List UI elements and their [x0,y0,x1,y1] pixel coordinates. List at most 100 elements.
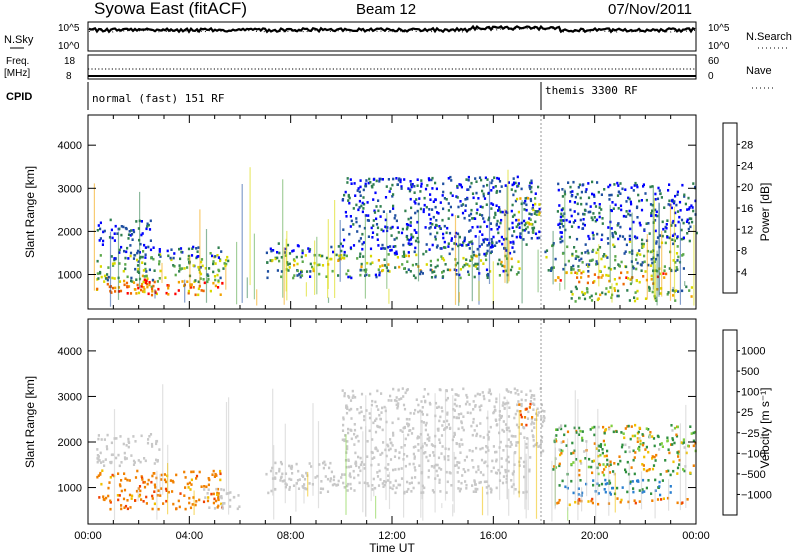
data-cell [337,274,340,277]
data-cell [598,269,602,273]
data-cell [333,475,336,478]
data-cell [107,494,110,498]
data-cell [189,488,192,491]
data-cell [424,423,427,427]
data-cell [633,235,637,238]
data-cell [528,469,531,473]
data-cell [676,501,679,505]
data-cell [572,221,575,224]
data-cell [135,292,138,295]
data-cell [606,237,609,240]
data-cell [648,289,651,292]
data-cell [424,187,428,191]
data-cell [540,436,544,439]
data-cell [406,480,409,484]
data-cell [525,243,528,246]
scatter-streak [111,287,113,289]
data-cell [490,245,493,249]
data-cell [155,442,158,446]
data-cell [427,392,430,396]
data-cell [146,441,150,445]
data-cell [537,445,540,448]
data-cell [158,248,161,251]
data-cell [656,275,659,279]
data-cell [399,180,402,184]
data-cell [479,205,482,208]
scatter-streak [246,277,248,299]
scatter-streak [420,410,422,518]
data-cell [573,426,576,430]
data-cell [353,443,356,446]
data-cell [428,213,431,216]
freq-tick-top: 18 [64,56,76,67]
data-cell [640,269,643,272]
data-cell [429,198,432,201]
data-cell [448,231,452,235]
data-cell [485,203,488,206]
data-cell [629,480,632,484]
data-cell [487,436,490,439]
data-cell [561,479,564,483]
data-cell [559,453,562,457]
data-cell [451,388,454,391]
data-cell [156,460,159,463]
data-cell [534,220,537,224]
data-cell [442,258,446,262]
data-cell [399,178,402,181]
data-cell [198,470,201,474]
data-cell [106,433,109,437]
data-cell [360,426,363,430]
data-cell [460,481,463,485]
data-cell [436,474,439,477]
data-cell [165,489,168,492]
data-cell [507,401,510,405]
data-cell [118,262,121,265]
data-cell [657,435,660,439]
data-cell [494,213,497,216]
data-cell [511,472,514,475]
data-cell [127,445,130,449]
data-cell [406,260,409,263]
data-cell [375,205,378,208]
data-cell [502,430,506,433]
data-cell [509,241,512,244]
data-cell [511,183,514,187]
data-cell [675,433,678,437]
data-cell [665,226,668,230]
data-cell [402,250,405,254]
data-cell [414,445,417,448]
data-cell [361,242,364,246]
scatter-streak [314,240,316,295]
data-cell [293,263,296,267]
data-cell [375,223,379,226]
data-cell [541,424,544,428]
data-cell [638,280,641,284]
data-cell [141,282,144,286]
data-cell [512,242,515,245]
data-cell [534,202,537,206]
data-cell [207,274,210,278]
data-cell [620,445,624,449]
data-cell [318,272,321,276]
data-cell [574,300,577,303]
data-cell [356,408,359,411]
data-cell [99,237,102,240]
data-cell [431,176,434,180]
data-cell [460,420,463,423]
data-cell [583,223,586,227]
data-cell [519,197,522,200]
data-cell [434,401,438,405]
data-cell [659,443,662,446]
data-cell [337,479,340,483]
data-cell [144,246,147,249]
data-cell [523,465,526,468]
data-cell [348,201,351,205]
data-cell [495,458,498,462]
data-cell [505,237,508,241]
data-cell [410,183,413,186]
data-cell [425,455,428,459]
data-cell [340,476,343,479]
data-cell [407,242,410,245]
data-cell [587,251,590,255]
data-cell [432,490,436,494]
